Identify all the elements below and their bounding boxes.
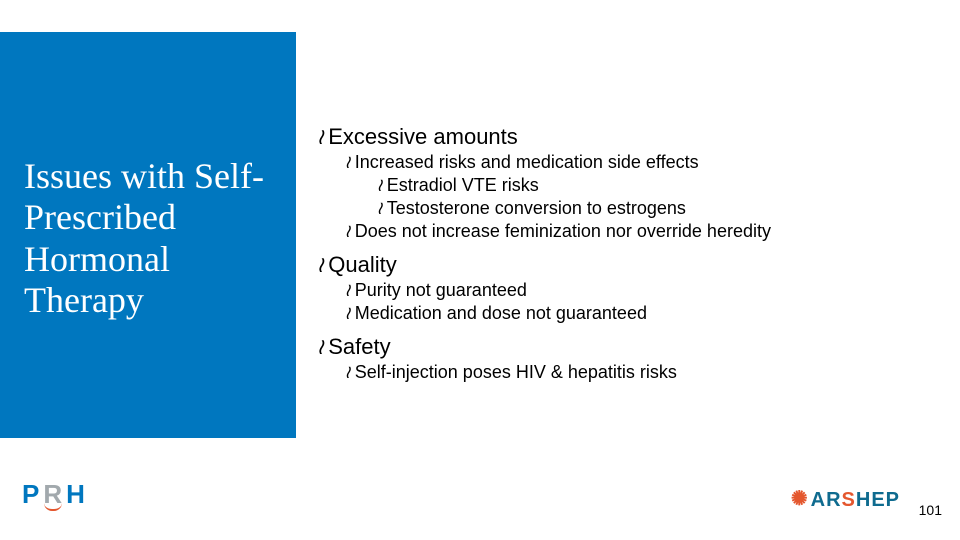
wave-icon: ≀ bbox=[344, 221, 351, 242]
title-panel: Issues with Self-Prescribed Hormonal The… bbox=[0, 32, 296, 438]
bullet-l2: ≀Purity not guaranteed bbox=[344, 280, 896, 301]
logo-text: HEP bbox=[856, 489, 900, 511]
content-area: ≀Excessive amounts ≀Increased risks and … bbox=[316, 120, 896, 383]
bullet-text: Quality bbox=[328, 252, 396, 277]
bullet-l1: ≀Quality bbox=[316, 252, 896, 278]
bullet-text: Safety bbox=[328, 334, 390, 359]
page-number: 101 bbox=[919, 502, 942, 518]
bullet-text: Testosterone conversion to estrogens bbox=[387, 198, 686, 218]
burst-icon: ✺ bbox=[791, 486, 809, 511]
bullet-l2: ≀Increased risks and medication side eff… bbox=[344, 152, 896, 173]
logo-letter: P bbox=[22, 479, 41, 510]
bullet-l2: ≀Does not increase feminization nor over… bbox=[344, 221, 896, 242]
wave-icon: ≀ bbox=[316, 124, 324, 150]
bullet-l1: ≀Safety bbox=[316, 334, 896, 360]
logo-arshep: ✺ARSHEP bbox=[791, 487, 900, 512]
bullet-l2: ≀Medication and dose not guaranteed bbox=[344, 303, 896, 324]
wave-icon: ≀ bbox=[376, 198, 383, 219]
wave-icon: ≀ bbox=[344, 362, 351, 383]
slide-title: Issues with Self-Prescribed Hormonal The… bbox=[24, 156, 272, 322]
logo-text: AR bbox=[811, 489, 842, 511]
wave-icon: ≀ bbox=[376, 175, 383, 196]
wave-icon: ≀ bbox=[316, 252, 324, 278]
bullet-l1: ≀Excessive amounts bbox=[316, 124, 896, 150]
bullet-text: Estradiol VTE risks bbox=[387, 175, 539, 195]
bullet-l3: ≀Testosterone conversion to estrogens bbox=[376, 198, 896, 219]
wave-icon: ≀ bbox=[344, 280, 351, 301]
logo-text: S bbox=[842, 489, 856, 511]
wave-icon: ≀ bbox=[344, 303, 351, 324]
bullet-l3: ≀Estradiol VTE risks bbox=[376, 175, 896, 196]
wave-icon: ≀ bbox=[344, 152, 351, 173]
bullet-text: Excessive amounts bbox=[328, 124, 518, 149]
logo-prh: P R H bbox=[22, 479, 87, 510]
bullet-text: Self-injection poses HIV & hepatitis ris… bbox=[355, 362, 677, 382]
slide: Issues with Self-Prescribed Hormonal The… bbox=[0, 0, 960, 540]
bullet-text: Medication and dose not guaranteed bbox=[355, 303, 647, 323]
bullet-text: Purity not guaranteed bbox=[355, 280, 527, 300]
bullet-text: Does not increase feminization nor overr… bbox=[355, 221, 771, 241]
wave-icon: ≀ bbox=[316, 334, 324, 360]
bullet-text: Increased risks and medication side effe… bbox=[355, 152, 699, 172]
bullet-l2: ≀Self-injection poses HIV & hepatitis ri… bbox=[344, 362, 896, 383]
logo-letter: H bbox=[66, 479, 87, 510]
